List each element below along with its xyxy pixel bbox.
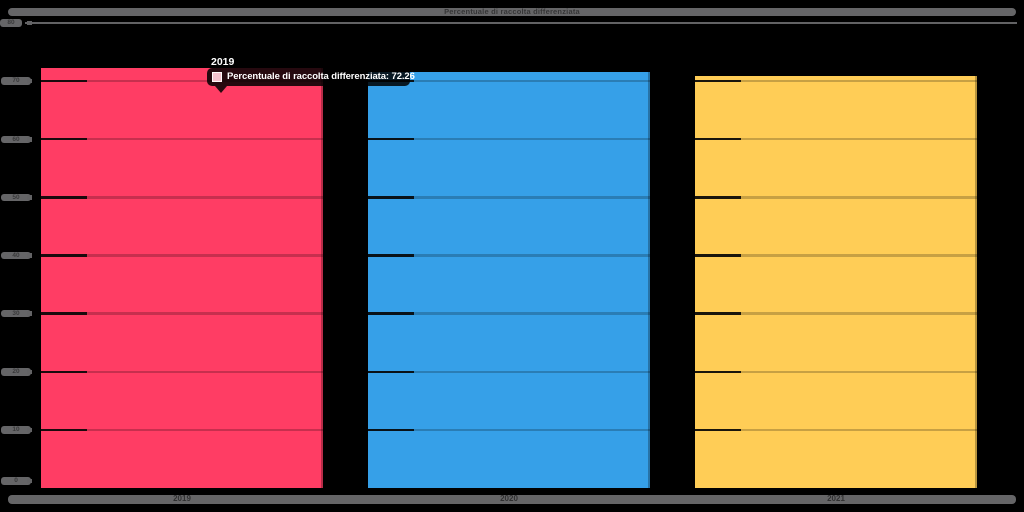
gridline-tick-stub	[41, 79, 87, 83]
gridline-tick-stub	[41, 138, 87, 141]
gridline	[414, 138, 650, 141]
gridline	[741, 254, 977, 257]
gridline	[741, 428, 977, 432]
gridline	[414, 370, 650, 373]
y-tick-label: 50	[1, 193, 31, 202]
x-axis-strip: 2019 2020 2021	[8, 494, 1016, 504]
y-tick-label: 30	[1, 309, 31, 318]
gridline-tick-stub	[695, 370, 741, 373]
tooltip-title: 2019	[211, 56, 235, 68]
gridline-tick-stub	[695, 196, 741, 199]
y-tick-value: 0	[14, 477, 18, 485]
y-tick-mark	[27, 20, 32, 26]
chart-title-strip: Percentuale di raccolta differenziata	[8, 8, 1016, 16]
y-tick-label: 0	[1, 477, 31, 485]
gridline	[87, 428, 323, 432]
gridline	[414, 312, 650, 315]
gridline-top	[25, 22, 1017, 25]
tooltip-caret-icon	[215, 85, 227, 93]
gridline-tick-stub	[695, 138, 741, 141]
y-tick-value: 30	[12, 309, 20, 317]
y-tick-value: 60	[12, 135, 20, 143]
gridline	[87, 138, 323, 141]
x-tick-label-2021: 2021	[827, 494, 845, 503]
y-tick-value: 80	[7, 19, 15, 27]
gridline	[741, 196, 977, 199]
y-tick-mark	[27, 78, 32, 84]
gridline	[741, 370, 977, 373]
gridline	[741, 138, 977, 141]
y-tick-label: 60	[1, 135, 31, 143]
gridline-tick-stub	[368, 254, 414, 257]
gridline-tick-stub	[695, 254, 741, 257]
gridline	[414, 428, 650, 432]
gridline-tick-stub	[695, 79, 741, 83]
gridline	[87, 370, 323, 373]
y-tick-label: 10	[1, 426, 31, 434]
y-tick-mark	[27, 137, 32, 142]
gridline-tick-stub	[41, 428, 87, 432]
gridline-tick-stub	[368, 138, 414, 141]
y-tick-mark	[27, 253, 32, 258]
gridline	[414, 79, 650, 83]
chart-title: Percentuale di raccolta differenziata	[444, 7, 580, 16]
y-tick-mark	[27, 369, 32, 375]
gridline-tick-stub	[695, 428, 741, 432]
y-tick-mark	[27, 195, 32, 200]
gridline	[741, 312, 977, 315]
gridline-tick-stub	[368, 312, 414, 315]
y-tick-mark	[27, 311, 32, 316]
bar-2021[interactable]	[695, 75, 977, 488]
gridline-tick-stub	[368, 428, 414, 432]
bar-2019[interactable]	[41, 68, 323, 488]
gridline-tick-stub	[41, 312, 87, 315]
gridline-tick-stub	[41, 370, 87, 373]
gridline	[414, 254, 650, 257]
x-tick-label-2020: 2020	[500, 494, 518, 503]
y-tick-label: 80	[0, 19, 22, 27]
gridline-tick-stub	[41, 196, 87, 199]
gridline	[414, 196, 650, 199]
gridline-tick-stub	[368, 196, 414, 199]
tooltip-body: Percentuale di raccolta differenziata: 7…	[207, 67, 415, 86]
y-tick-value: 70	[12, 77, 20, 85]
gridline	[87, 254, 323, 257]
gridline-tick-stub	[41, 254, 87, 257]
gridline	[87, 196, 323, 199]
tooltip-text: Percentuale di raccolta differenziata: 7…	[227, 71, 415, 83]
y-tick-label: 20	[1, 368, 31, 376]
gridline-tick-stub	[695, 312, 741, 315]
tooltip-color-swatch-icon	[212, 71, 222, 82]
x-tick-label-2019: 2019	[173, 494, 191, 503]
y-tick-value: 20	[12, 368, 20, 375]
bar-2020[interactable]	[368, 71, 650, 488]
y-tick-value: 10	[12, 426, 20, 434]
y-tick-label: 40	[1, 251, 31, 260]
y-tick-mark	[27, 478, 32, 484]
gridline	[87, 79, 323, 83]
gridline	[87, 312, 323, 315]
y-tick-mark	[27, 427, 32, 433]
y-tick-value: 50	[12, 193, 20, 201]
y-tick-value: 40	[12, 251, 20, 259]
gridline	[741, 79, 977, 83]
gridline-tick-stub	[368, 370, 414, 373]
y-tick-label: 70	[1, 77, 31, 85]
